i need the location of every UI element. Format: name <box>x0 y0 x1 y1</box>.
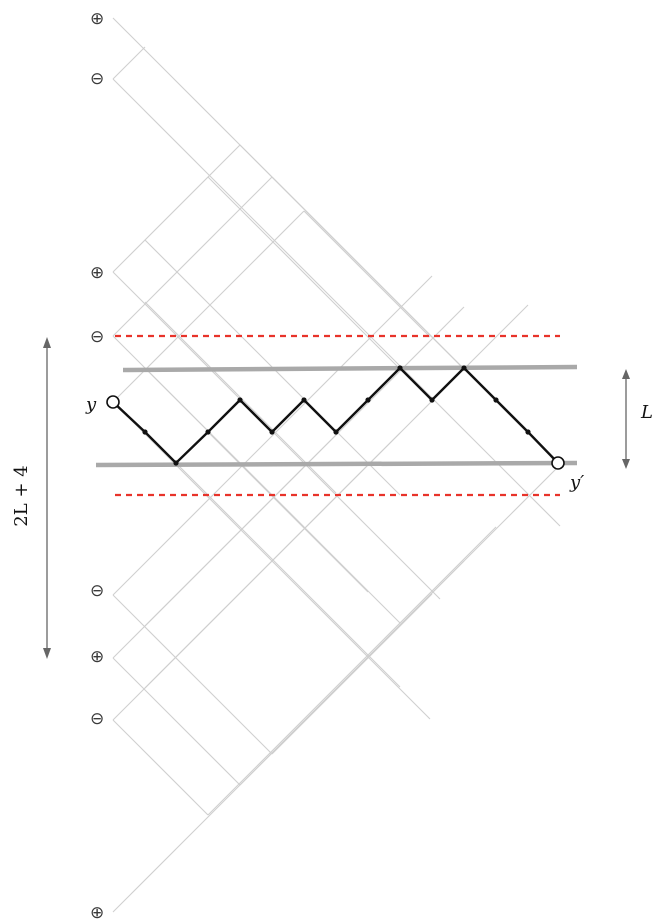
path-vertex <box>333 429 339 435</box>
grid-line <box>112 144 241 273</box>
sign-marker: ⊕ <box>90 903 104 923</box>
grid-line <box>112 657 241 786</box>
strip-height-arrow <box>43 337 51 659</box>
window-height-arrow <box>622 369 630 469</box>
grid-line <box>112 719 209 816</box>
strip-height-label: 2L + 4 <box>11 465 32 526</box>
sign-marker: ⊖ <box>90 709 104 729</box>
sign-marker: ⊕ <box>90 647 104 667</box>
path-vertex <box>397 365 403 371</box>
sign-marker: ⊖ <box>90 327 104 347</box>
path-vertex <box>493 397 499 403</box>
grid-line <box>207 526 497 816</box>
sign-marker: ⊖ <box>90 581 104 601</box>
grid-line <box>112 594 273 755</box>
grid-line <box>112 78 561 527</box>
path-vertex <box>205 429 211 435</box>
path-vertex <box>429 397 435 403</box>
path-vertex <box>173 460 179 466</box>
grid-line <box>303 210 431 338</box>
grid-line <box>207 176 433 402</box>
start-label: y <box>85 394 97 415</box>
grid-line <box>112 176 273 337</box>
window-height-label: L <box>640 402 653 423</box>
path-vertex <box>237 397 243 403</box>
grid-line <box>271 176 465 370</box>
sign-marker: ⊕ <box>90 263 104 283</box>
grid-line <box>175 462 401 688</box>
grid-line <box>207 431 369 593</box>
path-vertex <box>365 397 371 403</box>
path-vertex <box>461 365 467 371</box>
grid-line <box>239 560 465 786</box>
grid-line <box>112 271 441 600</box>
start-point <box>106 395 120 409</box>
path-vertex <box>301 397 307 403</box>
sign-marker: ⊕ <box>90 9 104 29</box>
grid-line <box>112 275 433 596</box>
sign-marker: ⊖ <box>90 69 104 89</box>
upper-band-line <box>122 364 578 373</box>
end-point <box>551 456 565 470</box>
end-label: y′ <box>569 472 584 493</box>
path-vertex <box>142 429 148 435</box>
path-vertices <box>142 365 531 466</box>
grid-line <box>144 367 305 528</box>
grid-line <box>271 593 433 755</box>
lattice-path <box>112 366 559 465</box>
grid-line <box>112 210 305 403</box>
path-vertex <box>525 429 531 435</box>
grid-line <box>112 401 431 720</box>
grid-line <box>144 432 401 689</box>
diagonal-grid <box>112 17 561 913</box>
path-vertex <box>269 429 275 435</box>
grid-line <box>144 434 337 627</box>
lower-band-line <box>95 460 578 468</box>
grid-line <box>112 46 146 80</box>
